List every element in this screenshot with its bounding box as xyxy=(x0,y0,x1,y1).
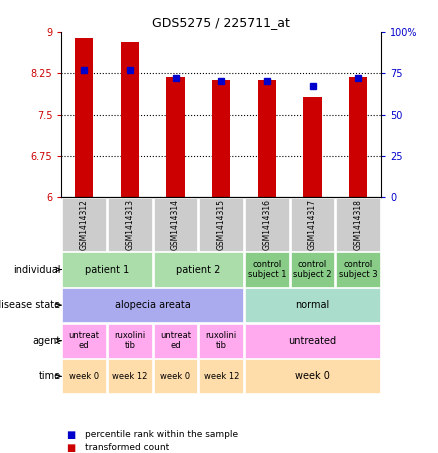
Text: ■: ■ xyxy=(66,443,75,453)
Text: disease state: disease state xyxy=(0,300,60,310)
Text: ■: ■ xyxy=(66,430,75,440)
Bar xyxy=(336,198,380,251)
Bar xyxy=(245,359,380,393)
Bar xyxy=(291,198,335,251)
Text: agent: agent xyxy=(32,336,60,346)
Bar xyxy=(154,198,198,251)
Text: untreated: untreated xyxy=(289,336,337,346)
Text: time: time xyxy=(38,371,60,381)
Text: week 12: week 12 xyxy=(204,372,239,381)
Text: week 12: week 12 xyxy=(112,372,148,381)
Bar xyxy=(62,359,106,393)
Bar xyxy=(245,252,289,287)
Bar xyxy=(291,252,335,287)
Bar xyxy=(62,252,152,287)
Bar xyxy=(245,288,380,322)
Text: GSM1414318: GSM1414318 xyxy=(354,199,363,250)
Text: GSM1414315: GSM1414315 xyxy=(217,199,226,250)
Text: GSM1414313: GSM1414313 xyxy=(125,199,134,250)
Text: week 0: week 0 xyxy=(69,372,99,381)
Bar xyxy=(199,323,243,358)
Bar xyxy=(62,323,106,358)
Text: normal: normal xyxy=(295,300,330,310)
Text: patient 2: patient 2 xyxy=(176,265,221,275)
Bar xyxy=(336,252,380,287)
Bar xyxy=(121,42,139,198)
Bar xyxy=(349,77,367,198)
Text: percentile rank within the sample: percentile rank within the sample xyxy=(85,430,239,439)
Bar xyxy=(245,198,289,251)
Text: control
subject 2: control subject 2 xyxy=(293,260,332,279)
Bar xyxy=(199,198,243,251)
Text: week 0: week 0 xyxy=(160,372,191,381)
Bar xyxy=(108,198,152,251)
Text: control
subject 1: control subject 1 xyxy=(247,260,286,279)
Bar xyxy=(212,80,230,198)
Bar xyxy=(62,288,243,322)
Bar xyxy=(199,359,243,393)
Bar xyxy=(166,77,185,198)
Bar xyxy=(304,97,321,198)
Text: GSM1414314: GSM1414314 xyxy=(171,199,180,250)
Text: alopecia areata: alopecia areata xyxy=(115,300,191,310)
Bar xyxy=(258,80,276,198)
Bar xyxy=(154,359,198,393)
Bar xyxy=(154,252,243,287)
Text: ruxolini
tib: ruxolini tib xyxy=(114,332,145,350)
Bar xyxy=(108,359,152,393)
Text: ruxolini
tib: ruxolini tib xyxy=(205,332,237,350)
Text: untreat
ed: untreat ed xyxy=(69,332,100,350)
Title: GDS5275 / 225711_at: GDS5275 / 225711_at xyxy=(152,16,290,29)
Text: GSM1414316: GSM1414316 xyxy=(262,199,272,250)
Text: GSM1414317: GSM1414317 xyxy=(308,199,317,250)
Text: patient 1: patient 1 xyxy=(85,265,129,275)
Text: individual: individual xyxy=(13,265,60,275)
Text: untreat
ed: untreat ed xyxy=(160,332,191,350)
Bar xyxy=(245,323,380,358)
Bar xyxy=(108,323,152,358)
Text: control
subject 3: control subject 3 xyxy=(339,260,378,279)
Bar xyxy=(75,39,93,198)
Text: week 0: week 0 xyxy=(295,371,330,381)
Text: transformed count: transformed count xyxy=(85,443,170,452)
Bar xyxy=(154,323,198,358)
Bar xyxy=(62,198,106,251)
Text: GSM1414312: GSM1414312 xyxy=(80,199,88,250)
